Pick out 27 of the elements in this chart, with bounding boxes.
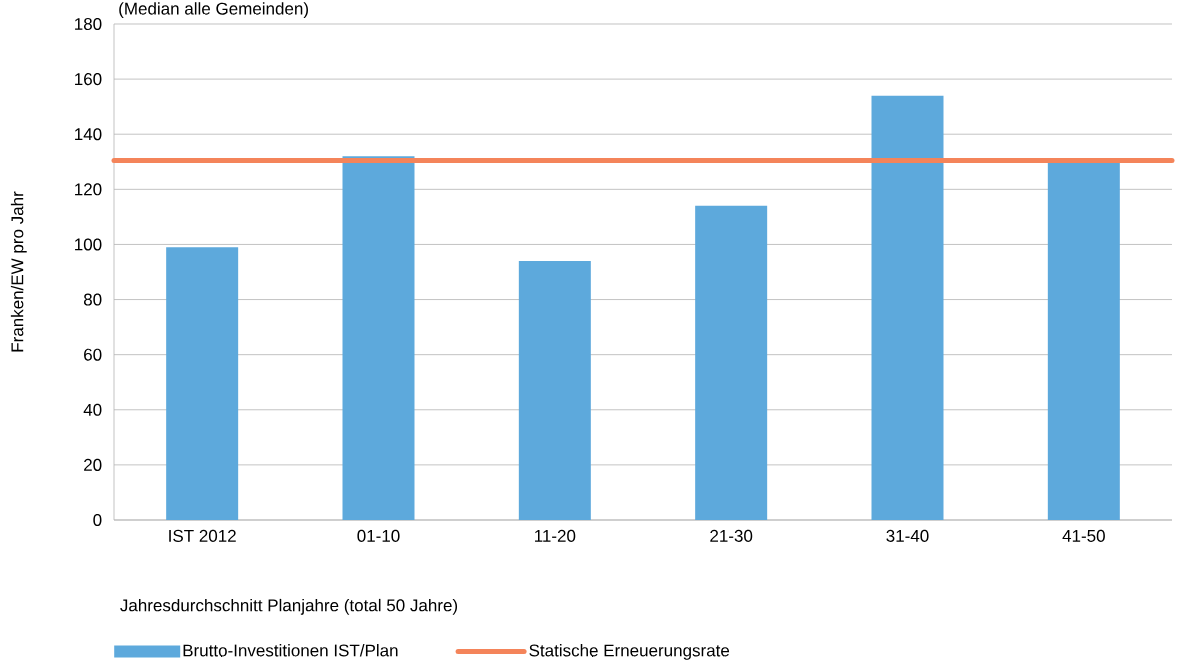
bar [695, 205, 768, 520]
y-tick-label: 160 [75, 73, 102, 86]
y-tick-label: 60 [84, 348, 102, 361]
bar [342, 156, 415, 520]
x-tick-label: 31-40 [886, 529, 929, 542]
y-tick-label: 140 [75, 128, 102, 141]
bar [871, 95, 944, 520]
x-tick-label: IST 2012 [169, 529, 236, 542]
y-axis-title: Franken/EW pro Jahr [10, 191, 27, 352]
legend-label: Brutto-Investitionen IST/Plan [183, 644, 398, 657]
x-tick-label: 41-50 [1062, 529, 1105, 542]
y-tick-label: 40 [83, 403, 102, 416]
x-axis-title: Jahresdurchschnitt Planjahre (total 50 Jahre) [120, 598, 458, 615]
x-tick-label: 21-30 [710, 529, 753, 542]
y-tick-label: 80 [83, 293, 102, 306]
legend-label: Statische Erneuerungsrate [529, 644, 730, 660]
x-tick-label: 11-20 [535, 529, 576, 542]
x-tick-label: 01-10 [357, 529, 400, 542]
y-tick-label: 120 [75, 183, 102, 196]
bar [166, 247, 239, 520]
y-tick-label: 100 [75, 238, 102, 251]
bar [1047, 161, 1120, 520]
y-tick-label: 20 [84, 458, 102, 471]
chart-subtitle: (Median alle Gemeinden) [119, 2, 308, 19]
y-tick-label: 180 [75, 17, 102, 31]
y-tick-label: 0 [93, 513, 102, 527]
bar [518, 260, 591, 520]
